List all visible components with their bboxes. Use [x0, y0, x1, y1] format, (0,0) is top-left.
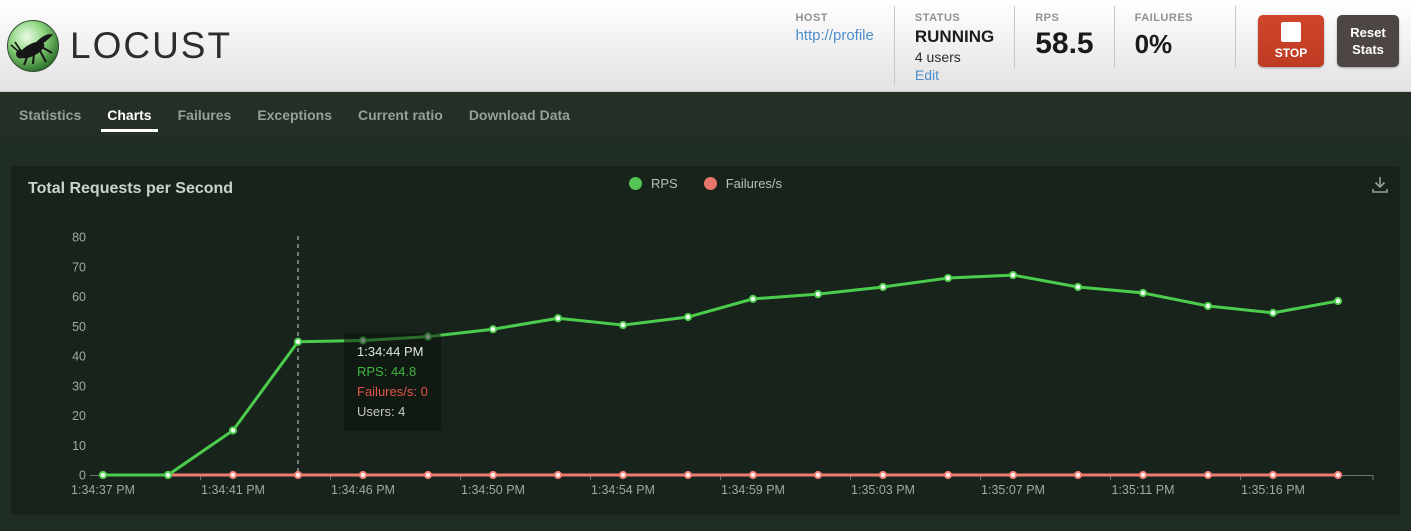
svg-text:40: 40 [72, 350, 86, 364]
chart-canvas[interactable]: 0 10 20 30 40 50 60 70 80 1:34:37 PM 1:34:41 PM 1:3… [11, 166, 1400, 515]
app-header: LOCUST HOST http://profile STATUS RUNNIN… [0, 0, 1411, 92]
brand: LOCUST [6, 19, 232, 73]
tab-current-ratio[interactable]: Current ratio [345, 92, 456, 137]
status-label: STATUS [915, 12, 994, 24]
svg-text:20: 20 [72, 409, 86, 423]
page-content: Total Requests per Second RPS Failures/s… [0, 137, 1411, 515]
locust-logo-icon [6, 19, 60, 73]
svg-text:50: 50 [72, 320, 86, 334]
rps-value: 58.5 [1035, 27, 1093, 61]
status-value: RUNNING [915, 27, 994, 47]
svg-text:0: 0 [79, 469, 86, 483]
svg-text:1:35:11 PM: 1:35:11 PM [1111, 483, 1174, 497]
tab-statistics[interactable]: Statistics [6, 92, 94, 137]
edit-link[interactable]: Edit [915, 67, 939, 83]
chart-panel: Total Requests per Second RPS Failures/s… [11, 166, 1400, 515]
brand-title: LOCUST [70, 25, 232, 67]
svg-text:1:34:50 PM: 1:34:50 PM [461, 483, 525, 497]
tab-charts[interactable]: Charts [94, 92, 164, 137]
host-block: HOST http://profile [775, 6, 893, 68]
failures-block: FAILURES 0% [1114, 6, 1213, 68]
svg-text:1:35:16 PM: 1:35:16 PM [1241, 483, 1305, 497]
svg-text:1:34:54 PM: 1:34:54 PM [591, 483, 655, 497]
rps-label: RPS [1035, 12, 1093, 24]
svg-text:1:35:03 PM: 1:35:03 PM [851, 483, 915, 497]
header-buttons: STOP Reset Stats [1235, 6, 1399, 67]
host-label: HOST [795, 12, 873, 24]
svg-text:1:34:46 PM: 1:34:46 PM [331, 483, 395, 497]
rps-block: RPS 58.5 [1014, 6, 1113, 68]
svg-text:30: 30 [72, 379, 86, 393]
failures-label: FAILURES [1135, 12, 1193, 24]
svg-text:70: 70 [72, 260, 86, 274]
host-link[interactable]: http://profile [795, 27, 873, 44]
stop-button[interactable]: STOP [1258, 15, 1324, 67]
stop-square-icon [1281, 22, 1301, 42]
svg-text:1:34:59 PM: 1:34:59 PM [721, 483, 785, 497]
status-block: STATUS RUNNING 4 users Edit [894, 6, 1014, 85]
svg-text:10: 10 [72, 439, 86, 453]
svg-text:1:34:41 PM: 1:34:41 PM [201, 483, 265, 497]
user-count: 4 users [915, 49, 994, 65]
reset-stats-button[interactable]: Reset Stats [1337, 15, 1399, 67]
svg-text:80: 80 [72, 231, 86, 245]
tab-exceptions[interactable]: Exceptions [244, 92, 345, 137]
svg-text:60: 60 [72, 290, 86, 304]
svg-text:1:34:37 PM: 1:34:37 PM [71, 483, 135, 497]
stop-button-label: STOP [1275, 46, 1307, 60]
tab-download-data[interactable]: Download Data [456, 92, 583, 137]
failures-value: 0% [1135, 27, 1193, 61]
svg-text:1:35:07 PM: 1:35:07 PM [981, 483, 1045, 497]
tab-bar: Statistics Charts Failures Exceptions Cu… [0, 92, 1411, 137]
header-info: HOST http://profile STATUS RUNNING 4 use… [775, 6, 1399, 85]
tab-failures[interactable]: Failures [165, 92, 245, 137]
